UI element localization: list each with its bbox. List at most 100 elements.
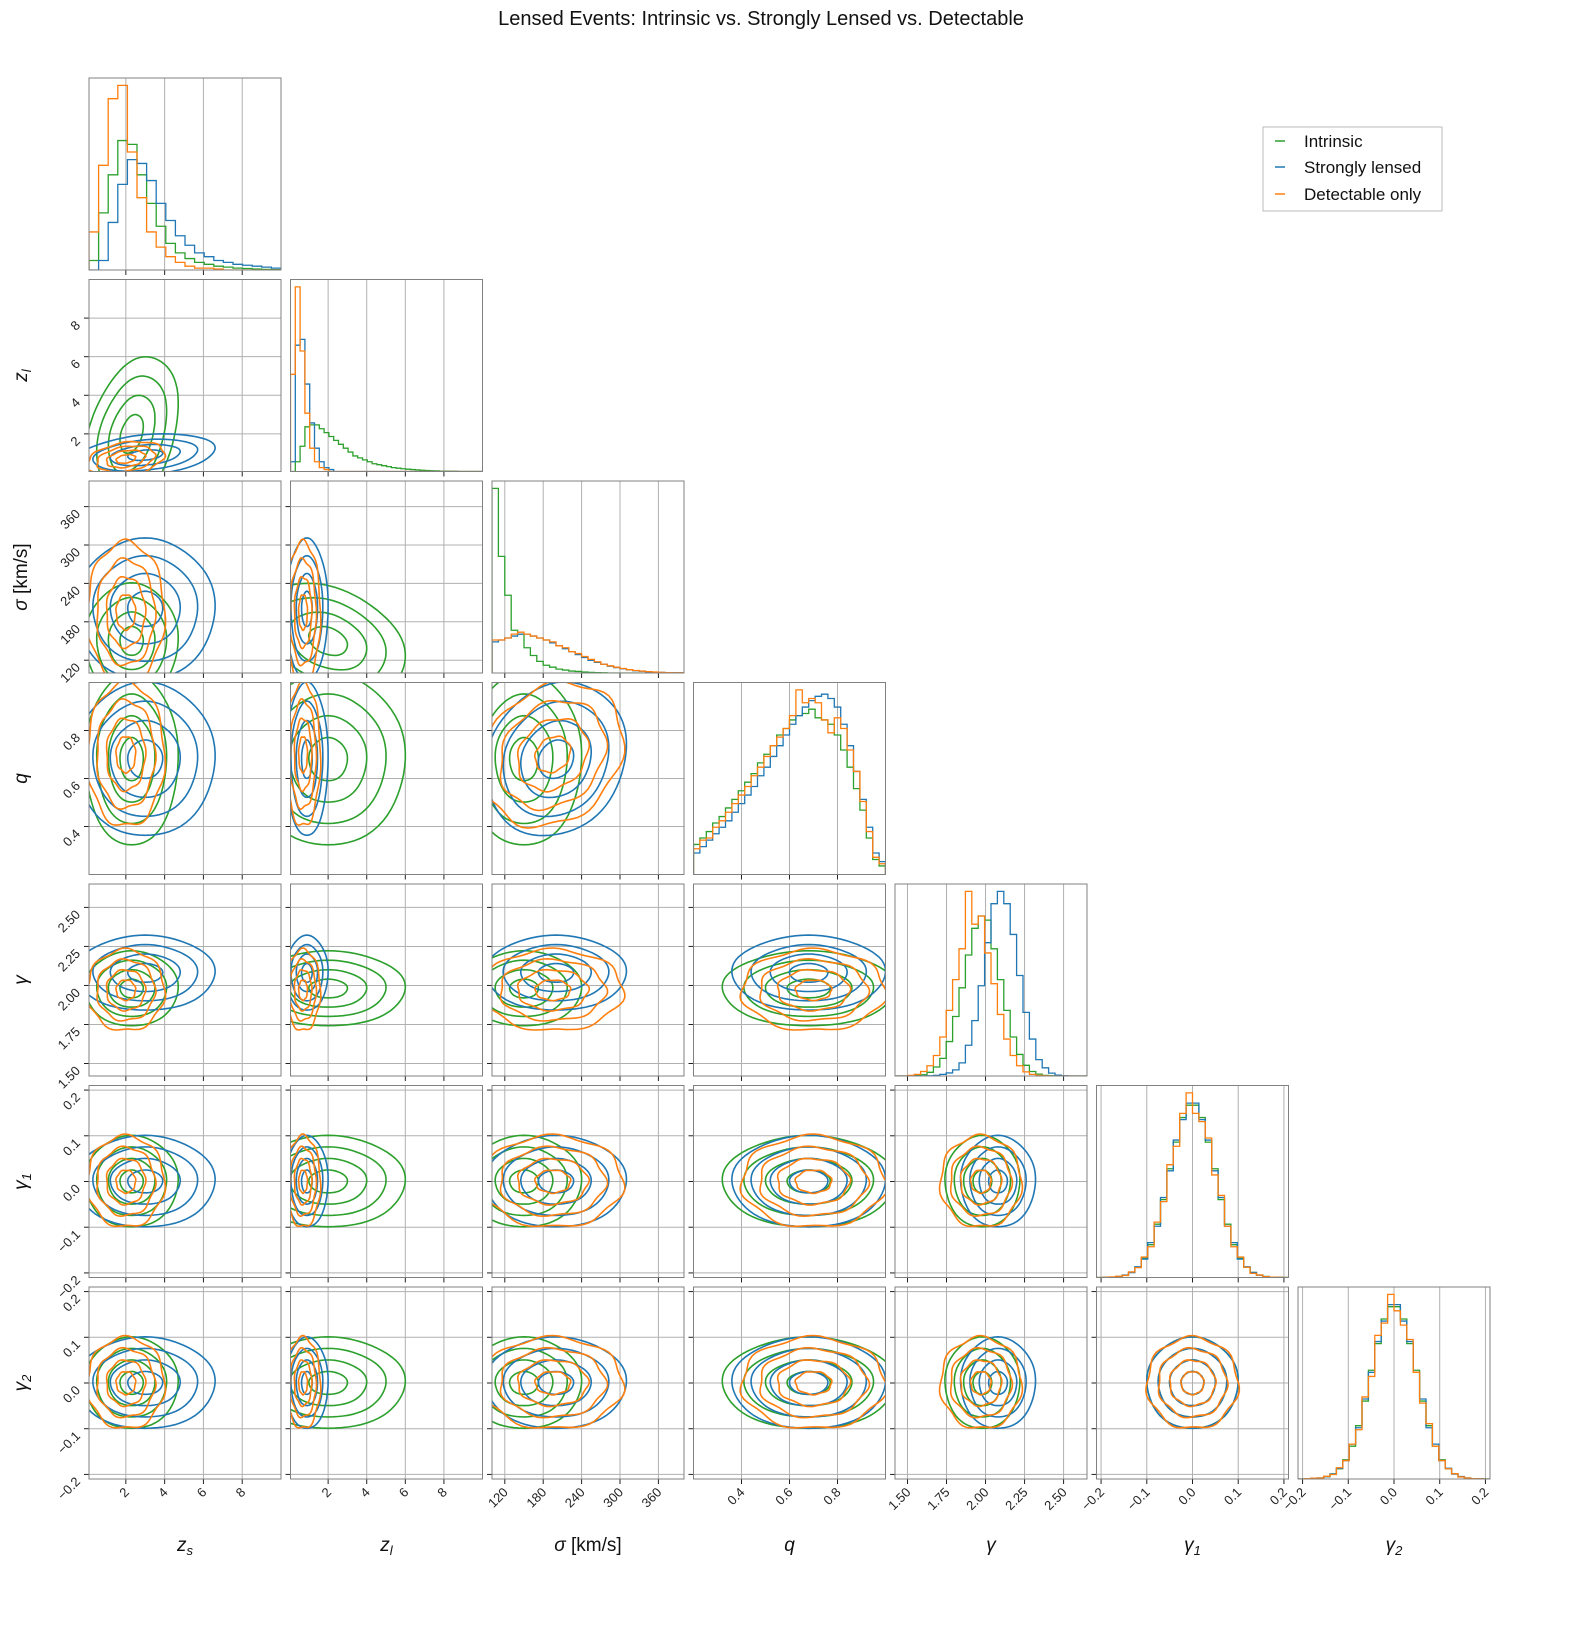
contour-detectable-only-level-2	[959, 1359, 1003, 1408]
panel-content	[693, 689, 886, 875]
histogram-zs-strongly-lensed	[89, 158, 281, 270]
x-tick-label: 0.1	[1221, 1485, 1244, 1508]
contour-intrinsic-level-4	[492, 949, 583, 1027]
x-tick-label: 1.75	[924, 1485, 953, 1514]
panel-zs-vs-zs	[88, 77, 282, 275]
panel-frame	[88, 883, 282, 1077]
y-axis-label-subscript: 1	[19, 1173, 34, 1180]
panel-frame	[88, 1286, 282, 1480]
contour-detectable-only-level-2	[517, 717, 591, 793]
contour-intrinsic-level-4	[89, 581, 179, 673]
contour-strongly-lensed-level-1	[987, 1169, 1009, 1194]
contour-intrinsic-level-4	[89, 356, 179, 472]
x-tick-label: 0.0	[1377, 1485, 1400, 1508]
x-tick-label: 120	[485, 1485, 511, 1511]
contour-strongly-lensed-level-3	[92, 943, 199, 1002]
contour-intrinsic-level-1	[308, 736, 349, 782]
contour-detectable-only-level-2	[776, 1157, 852, 1206]
contour-intrinsic-level-1	[308, 1370, 349, 1396]
panel-content	[89, 682, 216, 846]
contour-detectable-only-level-1	[969, 1370, 992, 1396]
contour-detectable-only-level-3	[96, 445, 157, 472]
contour-detectable-only-level-3	[96, 1145, 157, 1218]
y-tick-label: −0.1	[54, 1227, 83, 1256]
contour-intrinsic-level-4	[944, 1335, 1021, 1430]
panel-gamma1-vs-gamma1	[1096, 1085, 1289, 1283]
contour-detectable-only-level-4	[290, 538, 322, 673]
panel-content	[492, 934, 628, 1031]
x-axis-label-subscript: 1	[1194, 1543, 1201, 1558]
legend-label-strongly-lensed: Strongly lensed	[1304, 158, 1421, 177]
contour-detectable-only-level-3	[499, 699, 609, 812]
y-tick-label: 0.2	[60, 1090, 83, 1113]
contour-intrinsic-level-4	[492, 1335, 583, 1430]
x-axis-label-gamma2: γ2	[1386, 1535, 1404, 1558]
chart-title: Lensed Events: Intrinsic vs. Strongly Le…	[498, 8, 1024, 30]
panel-frame	[290, 480, 483, 674]
contour-detectable-only-level-1	[1179, 1370, 1206, 1396]
x-tick-label: 4	[357, 1485, 373, 1501]
contour-detectable-only-level-4	[938, 1133, 1024, 1228]
y-tick-label: 1.50	[55, 1063, 84, 1092]
y-tick-label: 2.25	[55, 946, 84, 975]
panel-frame	[88, 279, 282, 472]
y-tick-label: 0.8	[60, 730, 83, 753]
contour-detectable-only-level-3	[759, 1346, 871, 1419]
panel-gamma2-vs-zl: 2 4 6 8 zl	[285, 1286, 483, 1558]
panel-content	[492, 1133, 628, 1228]
panel-content	[938, 1133, 1037, 1228]
panel-frame	[290, 1286, 483, 1480]
contour-strongly-lensed-level-1	[987, 1370, 1009, 1396]
contour-strongly-lensed-level-2	[295, 1157, 319, 1205]
panel-frame	[88, 77, 282, 271]
histogram-zl-strongly-lensed	[290, 338, 483, 472]
y-axis-label-symbol: γ	[11, 974, 32, 985]
contour-detectable-only-level-4	[492, 947, 626, 1031]
histogram-zl-detectable-only	[290, 286, 483, 472]
contour-detectable-only-level-2	[293, 1157, 313, 1206]
panel-content	[89, 84, 281, 270]
histogram-gamma-strongly-lensed	[895, 890, 1087, 1076]
contour-detectable-only-level-2	[1169, 1359, 1218, 1408]
contour-intrinsic-level-1	[119, 625, 145, 657]
contour-detectable-only-level-4	[290, 947, 322, 1031]
panel-gamma-vs-q	[688, 883, 886, 1081]
y-tick-label: 0.6	[60, 778, 83, 801]
contour-detectable-only-level-3	[290, 697, 318, 811]
legend-label-detectable: Detectable only	[1304, 185, 1422, 204]
contour-intrinsic-level-2	[290, 1359, 368, 1407]
x-tick-label: 0.8	[820, 1485, 843, 1508]
contour-strongly-lensed-level-3	[502, 943, 610, 1002]
contour-detectable-only-level-4	[290, 1133, 322, 1228]
contour-intrinsic-level-4	[89, 1134, 179, 1228]
histogram-sigma-intrinsic	[492, 487, 684, 673]
contour-strongly-lensed-level-2	[295, 1359, 319, 1407]
x-axis-label-subscript: 2	[1394, 1543, 1403, 1558]
y-tick-label: 1.75	[55, 1024, 84, 1053]
contour-intrinsic-level-2	[290, 611, 368, 671]
panel-gamma2-vs-gamma: 1.50 1.75 2.00 2.25 2.50 γ	[885, 1286, 1088, 1556]
y-axis-label-subscript: l	[19, 368, 34, 372]
contour-intrinsic-level-2	[107, 1157, 156, 1205]
x-tick-label: 2.50	[1041, 1485, 1070, 1514]
contour-intrinsic-level-3	[95, 596, 168, 673]
contour-detectable-only-level-4	[290, 1334, 322, 1429]
y-tick-label: 240	[57, 583, 83, 609]
contour-detectable-only-level-3	[499, 1145, 609, 1218]
contour-strongly-lensed-level-2	[109, 443, 181, 467]
y-axis-label-sigma: σ [km/s]	[11, 543, 32, 610]
contour-detectable-only-level-1	[115, 453, 137, 465]
contour-intrinsic-level-2	[494, 714, 554, 803]
contour-intrinsic-level-4	[89, 1335, 179, 1430]
y-tick-label: 360	[57, 506, 83, 532]
x-tick-label: 4	[155, 1485, 171, 1501]
y-tick-label: 180	[57, 621, 83, 647]
contour-strongly-lensed-level-4	[290, 1335, 329, 1430]
contour-detectable-only-level-4	[89, 947, 167, 1031]
panel-gamma1-vs-sigma	[487, 1085, 685, 1283]
contour-detectable-only-level-2	[105, 449, 147, 469]
x-tick-label: 6	[396, 1485, 412, 1501]
panel-sigma-vs-zl	[285, 480, 483, 678]
panel-q-vs-zl	[285, 682, 483, 880]
panel-frame	[491, 1286, 685, 1480]
